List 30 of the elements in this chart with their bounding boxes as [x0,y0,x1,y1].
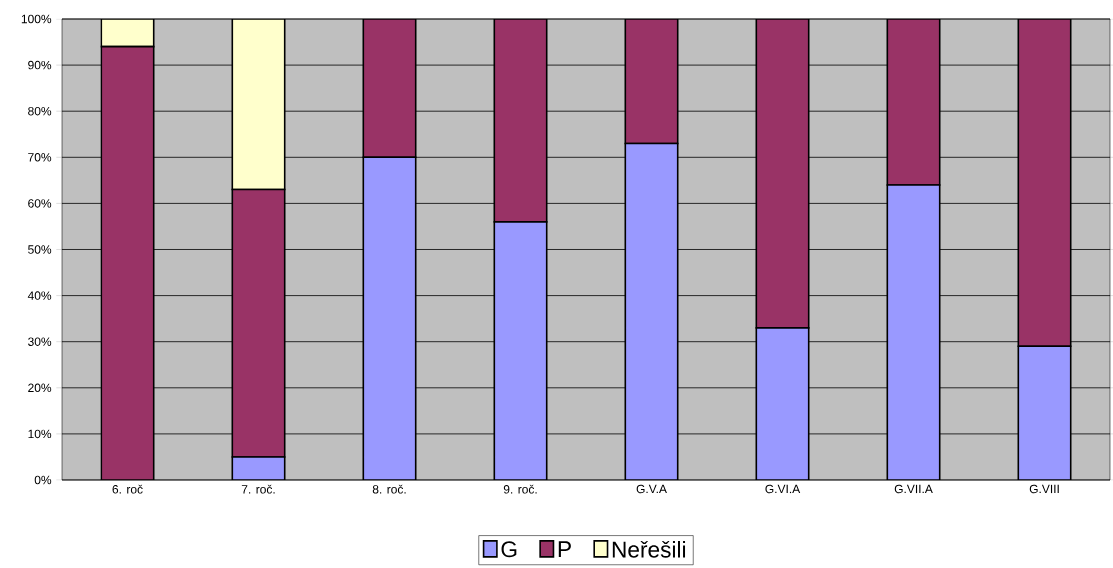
x-tick-label: G.VIII [1029,484,1059,494]
legend-label: G [501,541,517,558]
bar [493,221,548,480]
bar [755,327,810,480]
y-tick-label: 0% [34,475,52,485]
bar [100,19,155,48]
y-tick-label: 20% [28,383,52,393]
y-tick-label: 30% [28,337,52,346]
x-tick-label: G.V.A [636,484,667,494]
x-tick-label: 8. roč. [372,484,406,494]
x-tick-label: G.VII.A [894,484,933,494]
y-tick-label: 60% [28,199,52,208]
y-tick-label: 10% [28,429,52,439]
y-tick-label: 70% [28,153,52,162]
y-tick-label: 50% [28,245,52,254]
bar [362,156,417,480]
bar [1017,345,1072,480]
y-tick-label: 40% [27,291,52,300]
bar [886,184,941,480]
bar [231,19,286,191]
x-tick-label: 9. roč. [503,484,537,494]
y-tick-label: 80% [28,106,52,116]
y-tick-label: 90% [28,60,52,70]
x-tick-label: G.VI.A [765,484,801,494]
x-tick-label: 6. roč [112,484,143,494]
bar [624,142,679,480]
x-tick-label: 7. roč. [241,484,275,494]
legend-label: P [558,541,571,557]
y-tick-label: 100% [21,14,52,24]
legend-label: Neřešili [612,540,686,558]
